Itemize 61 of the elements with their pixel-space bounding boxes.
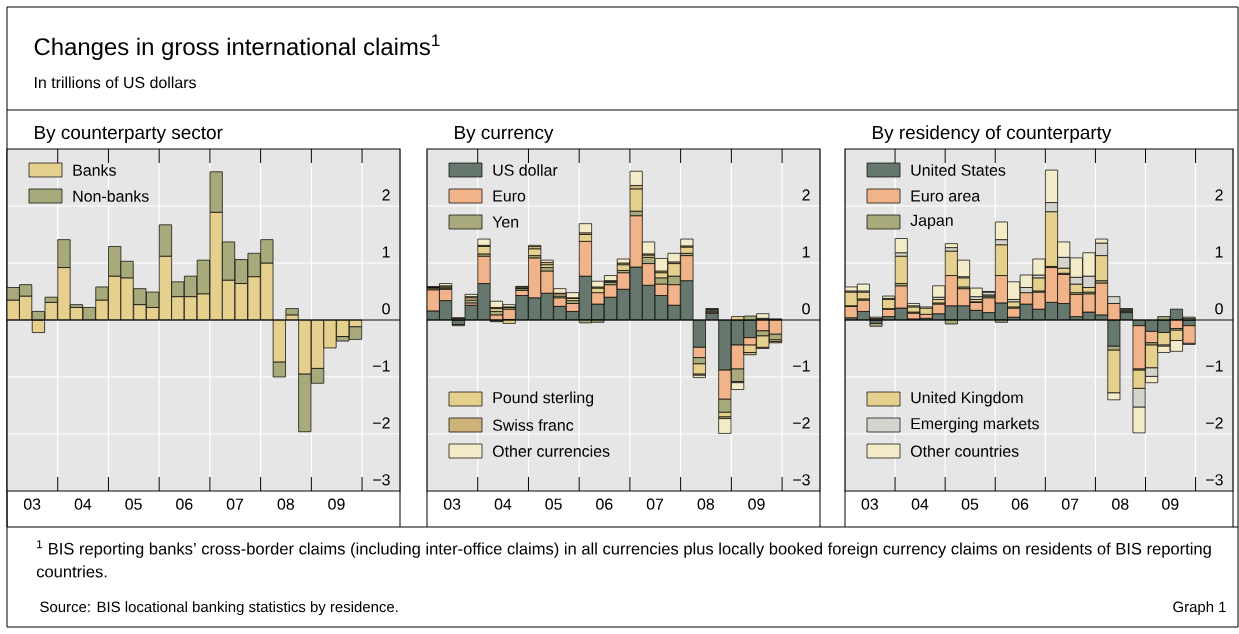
x-tick-label: 07 — [1061, 498, 1079, 510]
legend-label: Pound sterling — [493, 391, 594, 407]
legend-label: Euro — [493, 190, 526, 202]
y-tick-label: −2 — [793, 417, 810, 429]
x-tick-label: 03 — [861, 498, 878, 510]
y-tick-label: −1 — [373, 360, 390, 372]
legend-label: Other countries — [910, 445, 1019, 457]
x-tick-label: 08 — [697, 498, 715, 510]
x-tick-label: 07 — [226, 498, 244, 510]
y-tick-label: 1 — [802, 246, 810, 258]
y-tick-label: 0 — [382, 303, 390, 315]
y-tick-label: −3 — [1206, 474, 1223, 486]
y-tick-label: −1 — [793, 360, 810, 372]
legend-label: Emerging markets — [911, 417, 1039, 433]
y-tick-label: 2 — [382, 189, 390, 201]
y-tick-label: −2 — [373, 417, 390, 429]
x-tick-label: 09 — [748, 498, 765, 510]
x-tick-label: 07 — [646, 498, 664, 510]
legend-label: Japan — [910, 214, 953, 230]
y-tick-label: 1 — [382, 246, 390, 258]
x-tick-label: 03 — [443, 498, 461, 510]
x-tick-label: 05 — [125, 498, 142, 510]
text: $^{1}$ BIS reporting banks’ cross-border claims (including inter-office claims) in all currencies plus locally booked foreign currency claims on residents of BIS reporting countries. — [36, 540, 1211, 578]
legend-label: Other currencies — [492, 445, 610, 457]
chart-title: By counterparty sector — [35, 125, 223, 143]
y-tick-label: 1 — [1215, 246, 1223, 258]
x-tick-label: 03 — [23, 498, 41, 510]
y-tick-label: 2 — [1215, 189, 1223, 201]
x-tick-label: 08 — [277, 498, 295, 510]
x-tick-label: 04 — [911, 498, 929, 510]
legend-label: Yen — [492, 216, 519, 228]
y-tick-label: −2 — [1206, 417, 1223, 429]
legend-label: Banks — [73, 164, 116, 176]
y-tick-label: −3 — [793, 474, 810, 486]
y-tick-label: 2 — [802, 189, 810, 201]
legend-label: Euro area — [911, 190, 981, 202]
x-tick-label: 08 — [1112, 498, 1129, 510]
x-tick-label: 09 — [328, 498, 345, 510]
x-tick-label: 05 — [545, 498, 562, 510]
y-tick-label: −1 — [1206, 360, 1223, 372]
chart-title: By residency of counterparty — [873, 125, 1112, 143]
x-tick-label: 05 — [961, 498, 979, 510]
legend-label: Non-banks — [73, 190, 149, 202]
source-note: Source: BIS locational banking statistics by residence. — [40, 601, 398, 616]
x-tick-label: 04 — [494, 498, 512, 510]
text: In trillions of US dollars — [34, 76, 196, 89]
chart-title: By currency — [455, 125, 554, 143]
legend-label: US dollar — [493, 164, 558, 176]
text: Changes in gross international claims$^{1}$ — [34, 34, 440, 60]
y-tick-label: 0 — [1215, 303, 1223, 315]
y-tick-label: 0 — [802, 303, 810, 315]
legend-label: United States — [911, 164, 1006, 176]
legend-label: Swiss franc — [492, 419, 574, 431]
x-tick-label: 04 — [74, 498, 92, 510]
x-tick-label: 06 — [596, 498, 613, 510]
y-tick-label: −3 — [373, 474, 390, 486]
x-tick-label: 06 — [1011, 498, 1029, 510]
x-tick-label: 06 — [176, 498, 193, 510]
x-tick-label: 09 — [1162, 498, 1179, 510]
caption: Graph 1 — [1173, 601, 1226, 616]
legend-label: United Kingdom — [911, 391, 1023, 407]
